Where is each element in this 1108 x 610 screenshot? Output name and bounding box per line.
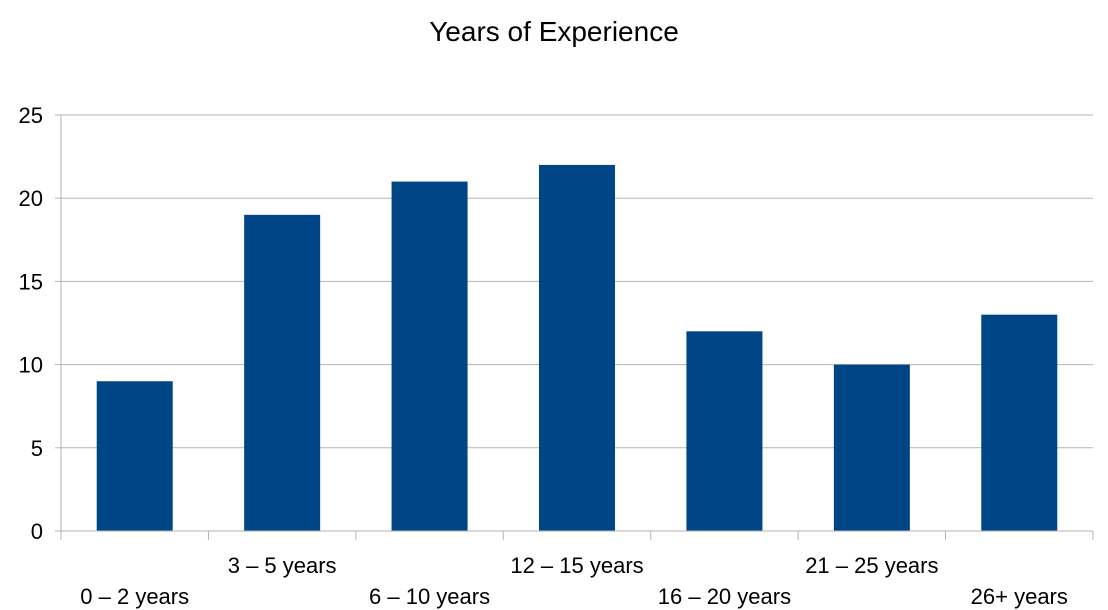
bar <box>539 164 615 532</box>
y-tick-label: 5 <box>31 436 43 461</box>
x-tick-label: 26+ years <box>971 584 1068 609</box>
x-tick-label: 6 – 10 years <box>369 584 490 609</box>
chart-title: Years of Experience <box>429 16 679 47</box>
y-tick-label: 20 <box>19 186 43 211</box>
bar <box>391 181 468 531</box>
y-tick-label: 0 <box>31 519 43 544</box>
y-tick-label: 25 <box>19 103 43 128</box>
bar <box>686 331 763 531</box>
x-tick-label: 12 – 15 years <box>510 553 643 578</box>
bar <box>244 214 321 531</box>
bar <box>981 314 1058 531</box>
bar <box>833 364 910 531</box>
y-tick-labels: 0 5 10 15 20 25 <box>19 103 43 544</box>
axes <box>55 114 1094 540</box>
y-tick-label: 10 <box>19 353 43 378</box>
bar <box>96 381 173 531</box>
x-tick-label: 3 – 5 years <box>228 553 337 578</box>
x-tick-label: 16 – 20 years <box>658 584 791 609</box>
x-tick-labels: 0 – 2 years 3 – 5 years 6 – 10 years 12 – 1… <box>80 553 1068 609</box>
x-tick-label: 0 – 2 years <box>80 584 189 609</box>
bars <box>96 164 1058 532</box>
x-tick-label: 21 – 25 years <box>805 553 938 578</box>
y-tick-label: 15 <box>19 269 43 294</box>
